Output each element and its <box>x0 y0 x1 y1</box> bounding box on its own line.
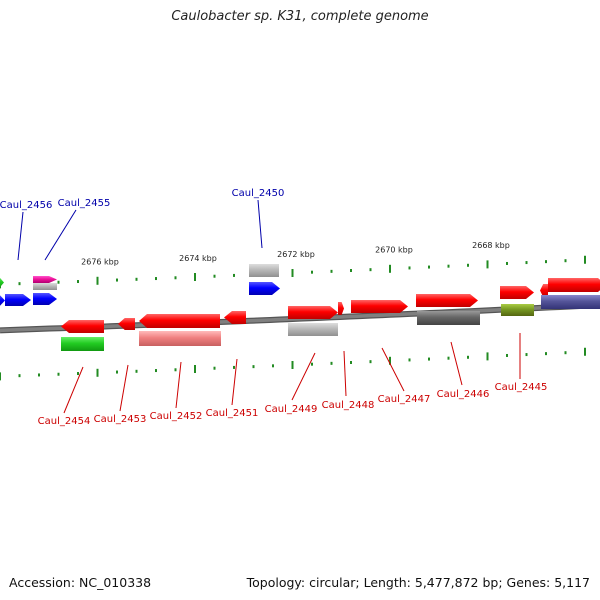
svg-text:Caul_2450: Caul_2450 <box>232 188 285 199</box>
scale-label: 2676 kbp <box>81 258 119 267</box>
gene-label-bottom: Caul_2452 <box>150 361 203 422</box>
gene-salmon-2452 <box>139 331 221 346</box>
svg-text:Caul_2449: Caul_2449 <box>265 404 318 415</box>
svg-text:Caul_2453: Caul_2453 <box>94 414 147 425</box>
gene-label-bottom: Caul_2448 <box>322 350 375 411</box>
gene-label-top: Caul_2450 <box>232 188 285 249</box>
gene-top-grey-small <box>33 283 57 290</box>
scale-label: 2670 kbp <box>375 246 413 255</box>
genome-title: Caulobacter sp. K31, complete genome <box>171 9 429 24</box>
gene-caul-2455 <box>33 293 57 305</box>
gene-caul-2456 <box>33 276 57 283</box>
svg-text:Caul_2446: Caul_2446 <box>437 389 490 400</box>
gene-caul-2453 <box>118 318 135 330</box>
gene-red-2447 <box>351 300 408 313</box>
gene-label-top: Caul_2455 <box>44 198 111 261</box>
svg-text:Caul_2451: Caul_2451 <box>206 408 259 419</box>
gene-red-small-right <box>540 284 548 297</box>
gene-label-top: Caul_2456 <box>0 200 52 261</box>
gene-top-grey-2450 <box>249 264 279 277</box>
gene-top-blue-edge <box>0 295 5 306</box>
genome-summary: Topology: circular; Length: 5,477,872 bp… <box>246 575 590 590</box>
gene-label-bottom: Caul_2446 <box>437 341 490 400</box>
gene-caul-2452 <box>139 314 220 328</box>
svg-text:Caul_2452: Caul_2452 <box>150 411 203 422</box>
svg-text:Caul_2447: Caul_2447 <box>378 394 431 405</box>
gene-caul-2454 <box>61 320 104 333</box>
gene-caul-2450 <box>249 282 280 295</box>
svg-text:Caul_2448: Caul_2448 <box>322 400 375 411</box>
gene-label-bottom: Caul_2449 <box>265 352 318 415</box>
gene-red-2446 <box>416 294 478 307</box>
gene-red-small-2448 <box>338 302 344 315</box>
gene-label-bottom: Caul_2454 <box>38 366 91 427</box>
svg-text:Caul_2455: Caul_2455 <box>58 198 111 209</box>
gene-navy-right <box>541 295 600 309</box>
gene-caul-2451 <box>224 311 246 324</box>
gene-olive-2445 <box>501 304 534 316</box>
gene-label-bottom: Caul_2445 <box>495 333 548 393</box>
gene-red-right-edge <box>548 278 600 292</box>
svg-text:Caul_2445: Caul_2445 <box>495 382 548 393</box>
gene-label-bottom: Caul_2451 <box>206 358 259 419</box>
scale-label: 2668 kbp <box>472 241 510 250</box>
gene-grey-2449 <box>288 323 338 336</box>
gene-red-2449 <box>288 306 338 319</box>
gene-dgrey-2446 <box>417 311 480 325</box>
gene-label-bottom: Caul_2447 <box>378 347 431 405</box>
gene-label-bottom: Caul_2453 <box>94 364 147 425</box>
scale-label: 2674 kbp <box>179 254 217 263</box>
accession-label: Accession: NC_010338 <box>9 575 152 590</box>
scale-label: 2672 kbp <box>277 250 315 259</box>
gene-top-blue-1 <box>5 294 31 306</box>
gene-top-green-edge <box>0 277 4 288</box>
gene-red-2445 <box>500 286 534 299</box>
svg-text:Caul_2456: Caul_2456 <box>0 200 52 211</box>
svg-text:Caul_2454: Caul_2454 <box>38 416 91 427</box>
gene-green-2454 <box>61 337 104 351</box>
